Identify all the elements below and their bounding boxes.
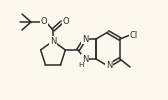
Text: N: N <box>50 36 56 46</box>
Text: O: O <box>62 18 69 26</box>
Text: H: H <box>78 62 84 68</box>
Text: N: N <box>106 62 112 70</box>
Text: N: N <box>82 34 88 44</box>
Text: O: O <box>41 18 47 26</box>
Text: Cl: Cl <box>130 30 138 40</box>
Text: N: N <box>50 36 56 46</box>
Text: N: N <box>82 55 88 64</box>
